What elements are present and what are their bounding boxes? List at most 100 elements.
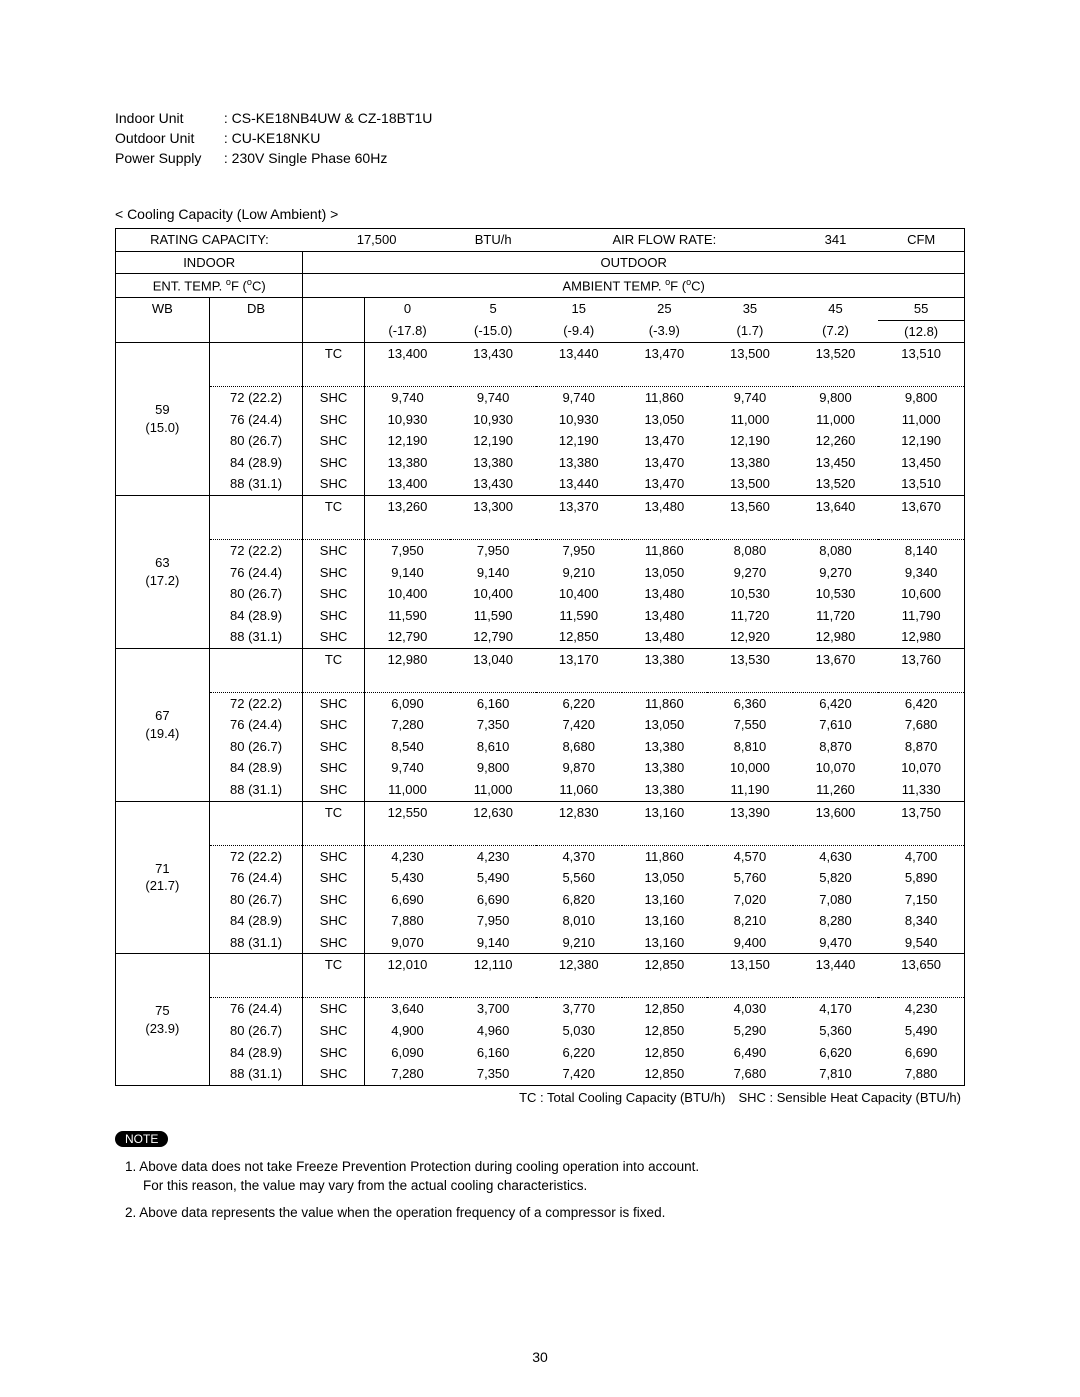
table-cell: 3,700 <box>450 998 536 1020</box>
table-cell: 9,140 <box>450 562 536 584</box>
table-cell <box>622 823 708 845</box>
table-cell: 9,740 <box>536 387 622 409</box>
table-cell: 7,150 <box>878 889 964 911</box>
table-cell: 4,960 <box>450 1020 536 1042</box>
table-cell: 11,590 <box>536 605 622 627</box>
table-cell: 13,450 <box>793 452 879 474</box>
note-2: 2. Above data represents the value when … <box>125 1205 965 1220</box>
table-cell: 7,550 <box>707 714 793 736</box>
table-row: 76 (24.4)SHC10,93010,93010,93013,05011,0… <box>116 409 965 431</box>
col-c: (7.2) <box>793 320 879 343</box>
table-cell: SHC <box>303 1063 364 1085</box>
table-cell: 8,680 <box>536 736 622 758</box>
table-cell <box>622 670 708 692</box>
table-cell <box>707 365 793 387</box>
table-cell: 5,560 <box>536 867 622 889</box>
table-cell: 13,370 <box>536 495 622 517</box>
col-c: (-17.8) <box>364 320 450 343</box>
table-cell <box>209 823 303 845</box>
table-cell: 76 (24.4) <box>209 562 303 584</box>
table-cell: 9,470 <box>793 932 879 954</box>
table-cell: 8,280 <box>793 910 879 932</box>
table-cell: 4,370 <box>536 845 622 867</box>
table-cell: 6,090 <box>364 1042 450 1064</box>
table-row: 72 (22.2)SHC7,9507,9507,95011,8608,0808,… <box>116 539 965 561</box>
table-cell: 12,850 <box>622 954 708 976</box>
col-c: (1.7) <box>707 320 793 343</box>
table-cell <box>303 823 364 845</box>
table-cell: 10,400 <box>450 583 536 605</box>
table-cell: 12,850 <box>622 998 708 1020</box>
table-cell <box>707 823 793 845</box>
table-cell: 13,440 <box>536 343 622 365</box>
table-cell: SHC <box>303 932 364 954</box>
table-cell: 80 (26.7) <box>209 736 303 758</box>
table-cell: 13,520 <box>793 473 879 495</box>
table-cell <box>364 976 450 998</box>
table-cell: 6,360 <box>707 692 793 714</box>
blank <box>303 320 364 343</box>
table-cell: 5,490 <box>878 1020 964 1042</box>
table-cell: 76 (24.4) <box>209 409 303 431</box>
table-cell <box>303 976 364 998</box>
table-cell: 12,190 <box>707 430 793 452</box>
table-cell <box>793 365 879 387</box>
col-c: (-3.9) <box>622 320 708 343</box>
ent-temp-hdr: ENT. TEMP. oF (oC) <box>116 274 303 298</box>
amb-temp-hdr: AMBIENT TEMP. oF (oC) <box>303 274 965 298</box>
table-cell: 11,000 <box>793 409 879 431</box>
table-cell <box>450 517 536 539</box>
table-cell: 8,010 <box>536 910 622 932</box>
table-cell <box>536 365 622 387</box>
table-cell: 9,740 <box>364 757 450 779</box>
table-cell <box>878 976 964 998</box>
table-cell: 10,930 <box>536 409 622 431</box>
table-cell: 6,090 <box>364 692 450 714</box>
table-cell: 6,490 <box>707 1042 793 1064</box>
table-row: 84 (28.9)SHC11,59011,59011,59013,48011,7… <box>116 605 965 627</box>
table-cell: 6,690 <box>364 889 450 911</box>
table-cell: 6,690 <box>878 1042 964 1064</box>
table-cell: TC <box>303 801 364 823</box>
rating-cap-label: RATING CAPACITY: <box>116 229 303 252</box>
table-cell: 11,260 <box>793 779 879 801</box>
table-cell: SHC <box>303 626 364 648</box>
table-cell: 13,380 <box>622 736 708 758</box>
table-cell: 11,590 <box>450 605 536 627</box>
table-cell <box>364 670 450 692</box>
table-cell: 7,680 <box>707 1063 793 1085</box>
table-cell <box>364 823 450 845</box>
table-cell: 13,160 <box>622 932 708 954</box>
table-cell: SHC <box>303 889 364 911</box>
table-cell: 13,400 <box>364 473 450 495</box>
table-cell: 7,950 <box>364 539 450 561</box>
table-cell: 13,470 <box>622 452 708 474</box>
table-cell: 13,380 <box>622 779 708 801</box>
col-f: 25 <box>622 297 708 320</box>
note-pill: NOTE <box>115 1131 168 1147</box>
table-cell: 13,380 <box>707 452 793 474</box>
table-cell: SHC <box>303 867 364 889</box>
table-cell: 13,520 <box>793 343 879 365</box>
table-cell: 13,050 <box>622 562 708 584</box>
table-cell: SHC <box>303 583 364 605</box>
table-cell: 13,380 <box>450 452 536 474</box>
table-row <box>116 823 965 845</box>
table-cell: 13,670 <box>793 648 879 670</box>
col-f: 35 <box>707 297 793 320</box>
table-row: 84 (28.9)SHC9,7409,8009,87013,38010,0001… <box>116 757 965 779</box>
table-cell <box>622 365 708 387</box>
table-cell: 8,810 <box>707 736 793 758</box>
table-cell: 8,080 <box>707 539 793 561</box>
table-cell: 80 (26.7) <box>209 1020 303 1042</box>
table-row: 88 (31.1)SHC9,0709,1409,21013,1609,4009,… <box>116 932 965 954</box>
table-cell: 11,790 <box>878 605 964 627</box>
table-cell: 3,640 <box>364 998 450 1020</box>
table-cell <box>536 517 622 539</box>
table-row: RATING CAPACITY: 17,500 BTU/h AIR FLOW R… <box>116 229 965 252</box>
table-row: 80 (26.7)SHC12,19012,19012,19013,47012,1… <box>116 430 965 452</box>
table-cell: 5,290 <box>707 1020 793 1042</box>
table-cell: 80 (26.7) <box>209 583 303 605</box>
table-cell: SHC <box>303 692 364 714</box>
table-row: 88 (31.1)SHC12,79012,79012,85013,48012,9… <box>116 626 965 648</box>
